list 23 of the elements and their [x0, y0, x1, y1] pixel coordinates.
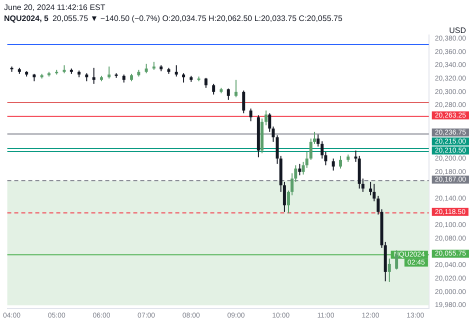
candlestick: [212, 83, 216, 96]
candlestick: [388, 258, 391, 282]
chart-subtitle: 20,055.75 ▼ −140.50 (−0.7%) O:20,034.75 H:20,062.50 L:20,033.75 C:20,055.75: [52, 14, 342, 23]
candlestick: [234, 79, 238, 98]
candlestick: [204, 77, 208, 88]
text: June 20, 2024 11:42:16 EST: [3, 2, 106, 13]
candlestick: [298, 163, 302, 176]
candlestick: [182, 72, 186, 84]
candlestick: [144, 63, 148, 74]
candlestick: [339, 155, 342, 170]
chart-title: NQU2024, 5: [4, 14, 48, 23]
candlestick: [108, 66, 111, 80]
candlestick: [249, 108, 252, 122]
candlestick: [316, 134, 320, 148]
candlestick: [92, 67, 96, 84]
candlestick: [242, 90, 246, 114]
candlestick: [264, 110, 268, 126]
candlestick: [174, 64, 178, 78]
candlestick: [332, 158, 335, 172]
candlestick: [372, 183, 376, 202]
candlestick: [376, 195, 380, 216]
y-axis-title: USD: [449, 26, 466, 35]
candlestick: [226, 88, 230, 100]
